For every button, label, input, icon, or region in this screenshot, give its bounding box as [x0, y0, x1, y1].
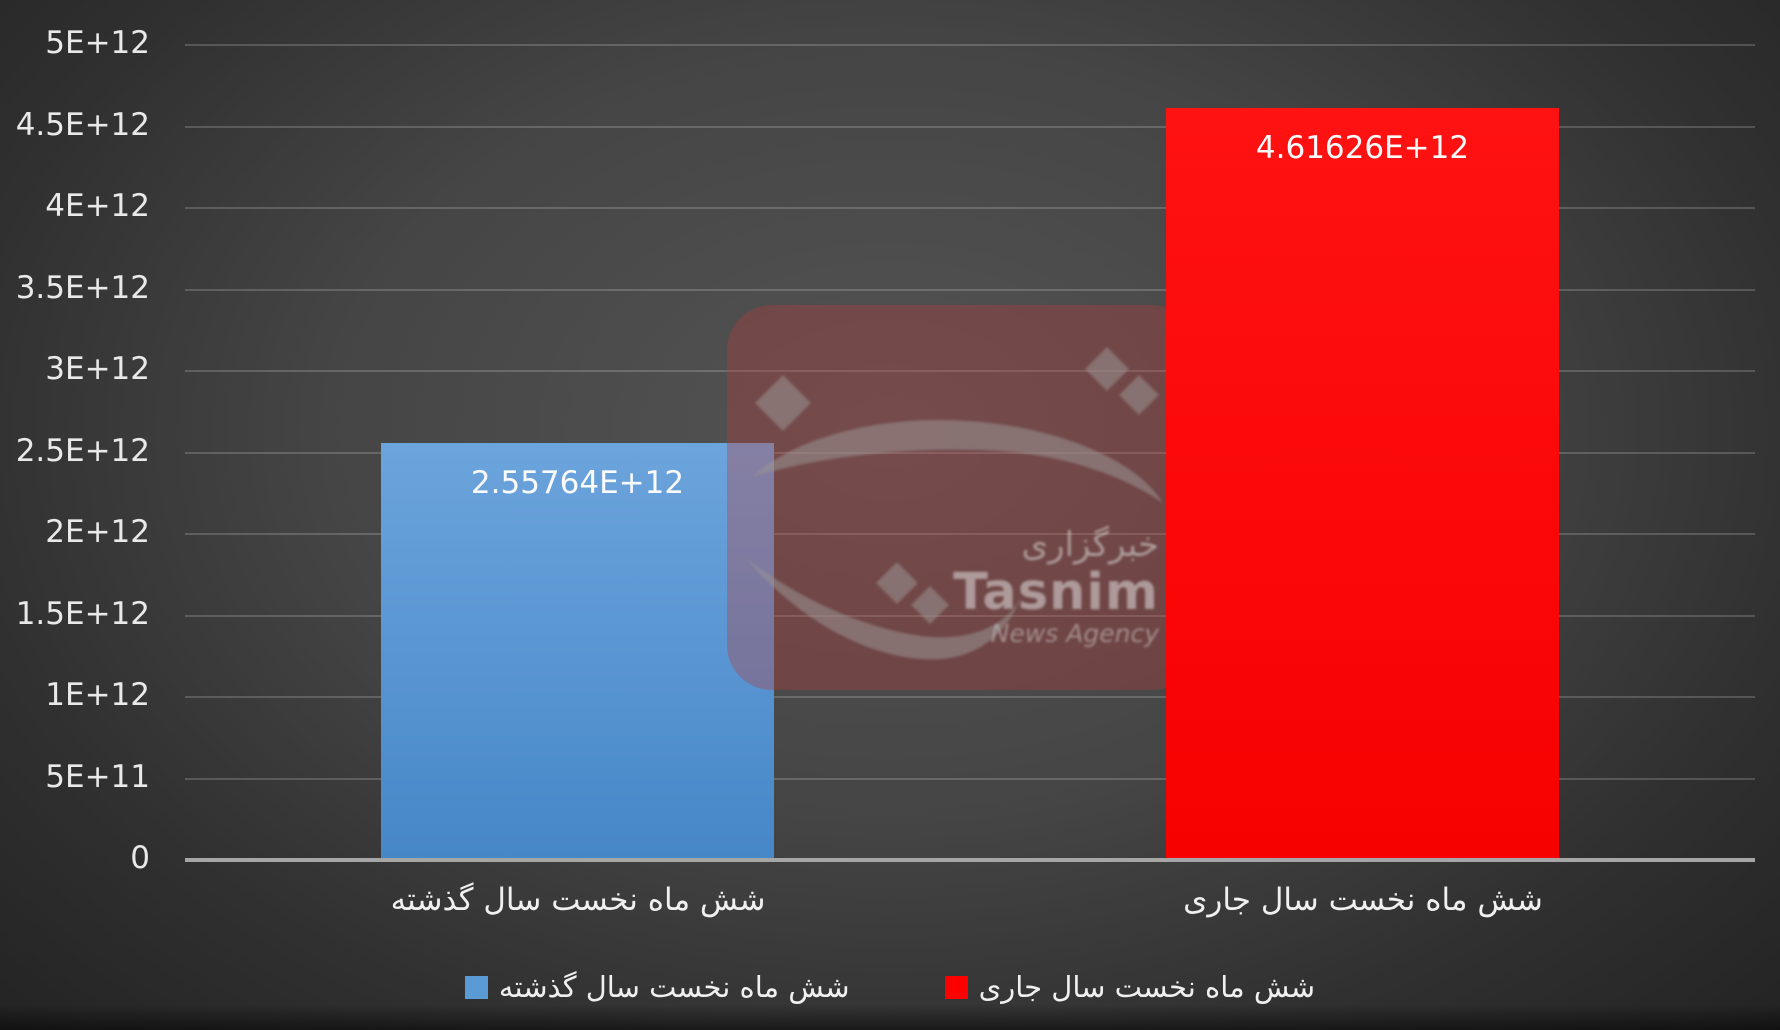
plot-area: 2.55764E+12 4.61626E+12: [185, 44, 1755, 860]
y-axis-tick-label: 4.5E+12: [15, 106, 150, 143]
x-axis-category-label: شش ماه نخست سال جاری: [1183, 882, 1543, 918]
gridline: [185, 696, 1755, 698]
watermark-name-english: Tasnim: [953, 563, 1159, 622]
y-axis-tick-label: 4E+12: [45, 188, 150, 224]
x-axis-line: [185, 858, 1755, 862]
legend-item: شش ماه نخست سال گذشته: [464, 970, 850, 1004]
gridline: [185, 125, 1755, 128]
y-axis-tick-label: 5E+12: [45, 25, 150, 61]
tasnim-calligraphy-logo: [745, 347, 1163, 660]
bar-value-label: 2.55764E+12: [470, 465, 685, 501]
y-axis-tick-label: 5E+11: [45, 758, 150, 795]
legend-swatch: [944, 975, 968, 999]
y-axis-tick-label: 2E+12: [45, 514, 150, 550]
legend-label: شش ماه نخست سال گذشته: [498, 970, 850, 1004]
watermark-tagline: News Agency: [990, 619, 1159, 648]
y-axis-tick-label: 2.5E+12: [15, 432, 150, 469]
tasnim-watermark: خبرگزاری Tasnim News Agency: [727, 305, 1197, 690]
bar-last-year: 2.55764E+12: [381, 443, 774, 860]
y-axis-tick-label: 3.5E+12: [15, 269, 150, 306]
y-axis-tick-label: 1E+12: [45, 677, 150, 713]
gridline: [185, 451, 1755, 454]
chart-legend: شش ماه نخست سال گذشته شش ماه نخست سال جار…: [0, 962, 1780, 1012]
gridline: [185, 614, 1755, 617]
bar-current-year: 4.61626E+12: [1166, 108, 1559, 860]
gridline: [185, 288, 1755, 291]
gridline: [185, 533, 1755, 535]
gridline: [185, 207, 1755, 209]
x-axis-category-label: شش ماه نخست سال گذشته: [390, 882, 766, 918]
y-axis-tick-label: 0: [130, 840, 150, 876]
legend-label: شش ماه نخست سال جاری: [978, 970, 1316, 1004]
watermark-agency-persian: خبرگزاری: [1021, 525, 1159, 565]
y-axis-tick-label: 1.5E+12: [15, 595, 150, 632]
gridline: [185, 777, 1755, 780]
y-axis-tick-label: 3E+12: [45, 351, 150, 387]
bar-value-label: 4.61626E+12: [1255, 130, 1470, 166]
legend-swatch: [464, 975, 488, 999]
gridline: [185, 370, 1755, 372]
gridline: [185, 44, 1755, 46]
legend-item: شش ماه نخست سال جاری: [944, 970, 1316, 1004]
